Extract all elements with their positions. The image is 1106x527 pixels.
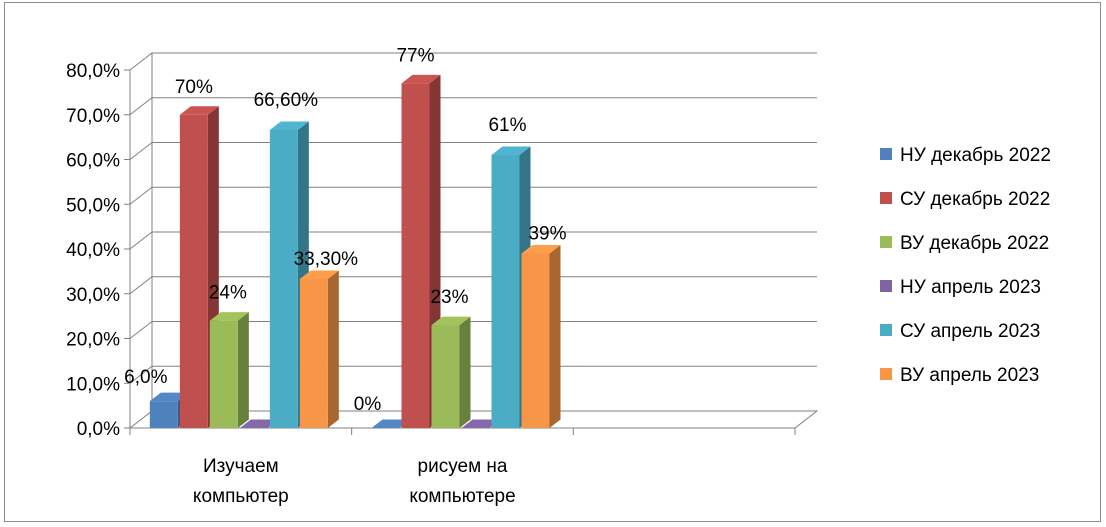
legend-swatch <box>880 192 892 204</box>
bar-top <box>401 74 441 84</box>
data-label: 6,0% <box>124 367 167 388</box>
data-label: 0% <box>354 394 382 415</box>
legend-label: ВУ апрель 2023 <box>900 365 1039 386</box>
y-tick-label: 40,0% <box>66 240 120 261</box>
legend-swatch <box>880 324 892 336</box>
y-axis-ticks: 0,0% 10,0% 20,0% 30,0% 40,0% 50,0% 60,0% 70,0% 8… <box>66 61 120 440</box>
legend-label: СУ декабрь 2022 <box>900 189 1050 210</box>
data-label: 39% <box>528 223 566 244</box>
y-tick-label: 0,0% <box>77 419 120 440</box>
y-tick-label: 70,0% <box>66 106 120 127</box>
legend: НУ декабрь 2022 СУ декабрь 2022 ВУ декабрь… <box>880 145 1051 386</box>
bar-top <box>179 106 219 115</box>
data-label: 33,30% <box>294 249 359 270</box>
bar-top <box>371 419 411 428</box>
bar <box>299 278 328 428</box>
data-label: 24% <box>209 283 247 304</box>
bar <box>179 114 208 428</box>
bar-side <box>459 316 471 428</box>
bar-top <box>461 419 501 428</box>
x-axis-categories: Изучаем компьютер рисуем на компьютере <box>193 456 516 507</box>
bar-top <box>269 121 309 130</box>
x-category-label: компьютере <box>409 486 515 507</box>
y-tick-label: 10,0% <box>66 374 120 395</box>
bar-top <box>491 146 531 156</box>
legend-label: НУ декабрь 2022 <box>900 145 1051 166</box>
bar-top <box>239 419 279 428</box>
bar-side <box>237 312 249 428</box>
y-tick-label: 60,0% <box>66 151 120 172</box>
data-label: 70% <box>175 77 213 98</box>
bar <box>209 320 238 428</box>
legend-label: ВУ декабрь 2022 <box>900 233 1049 254</box>
bar-top <box>209 312 249 321</box>
gridline <box>129 231 817 250</box>
legend-swatch <box>880 280 892 292</box>
bar <box>431 325 460 428</box>
bar <box>491 155 520 428</box>
axes <box>124 53 796 435</box>
legend-label: НУ апрель 2023 <box>900 277 1041 298</box>
bars <box>149 74 561 429</box>
x-category-label: Изучаем <box>203 456 279 477</box>
x-category-label: рисуем на <box>418 456 508 477</box>
bar <box>401 83 430 429</box>
bar <box>269 129 298 428</box>
gridline <box>129 186 817 205</box>
y-tick-label: 30,0% <box>66 285 120 306</box>
x-category-label: компьютер <box>193 486 289 507</box>
legend-swatch <box>880 148 892 160</box>
bar-side <box>549 244 561 428</box>
gridline <box>129 97 817 116</box>
legend-label: СУ апрель 2023 <box>900 321 1040 342</box>
bar-side <box>327 270 339 428</box>
bar <box>149 401 178 428</box>
bar <box>521 253 550 428</box>
bar-top <box>521 244 561 254</box>
gridline <box>129 52 817 71</box>
legend-swatch <box>880 236 892 248</box>
bar-top <box>299 270 339 279</box>
data-label: 77% <box>396 45 434 66</box>
data-label: 23% <box>430 287 468 308</box>
data-label: 66,60% <box>254 90 319 111</box>
legend-swatch <box>880 368 892 380</box>
y-tick-label: 80,0% <box>66 61 120 82</box>
bar-top <box>431 316 471 326</box>
data-label: 61% <box>488 115 526 136</box>
gridline <box>129 142 817 160</box>
bar-top <box>149 392 189 402</box>
y-tick-label: 50,0% <box>66 195 120 216</box>
data-labels: 6,0% 0% 70% 77% 24% 23% 66,60% 61% 33,30% 39% <box>124 45 566 415</box>
y-tick-label: 20,0% <box>66 330 120 351</box>
